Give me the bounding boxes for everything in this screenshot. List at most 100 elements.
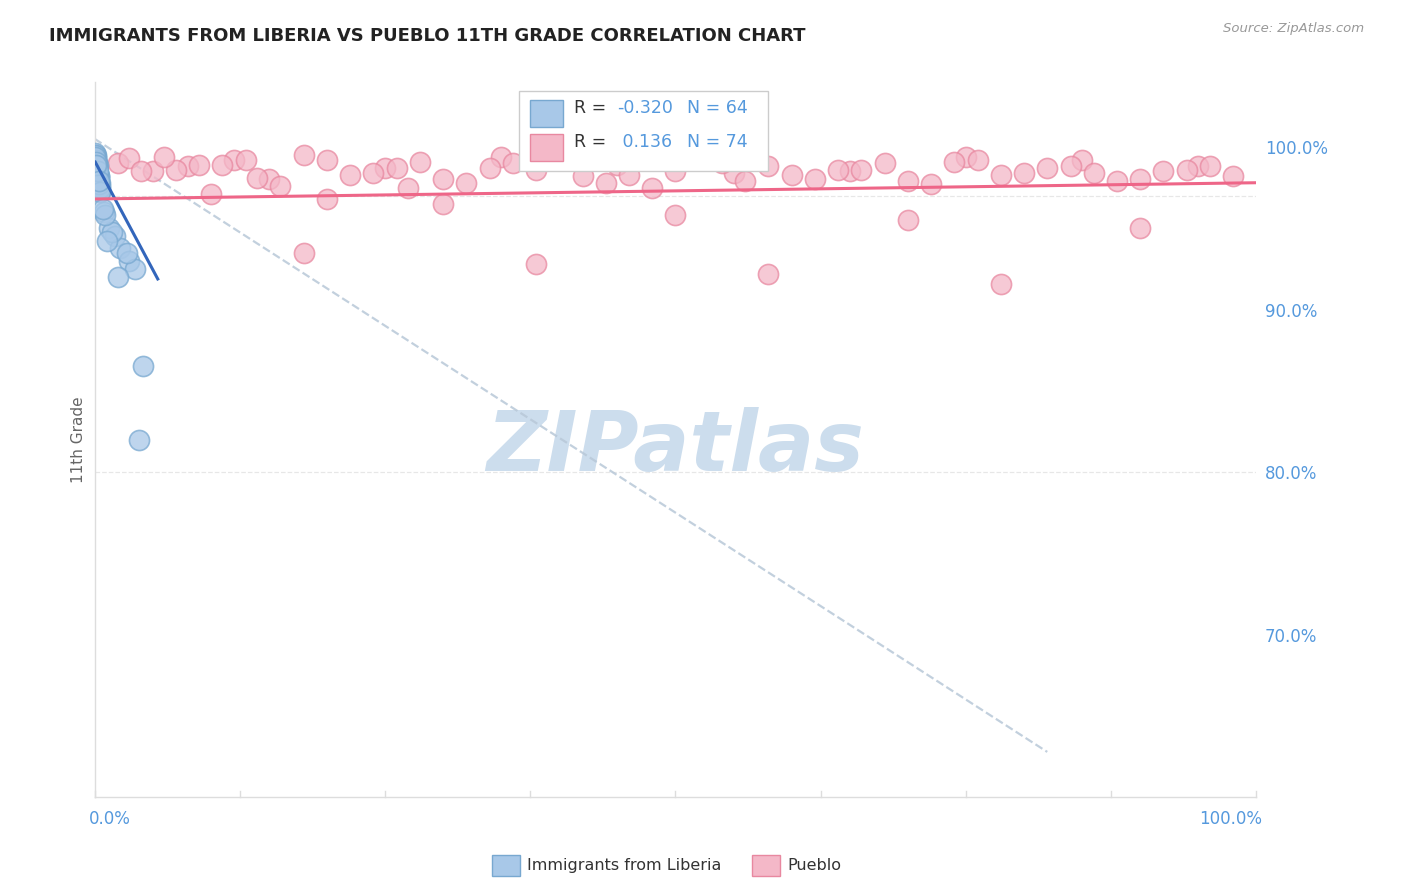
Point xyxy=(571,169,593,184)
Point xyxy=(86,161,108,175)
Point xyxy=(86,160,108,174)
Point xyxy=(89,180,111,194)
Point xyxy=(87,174,110,188)
Point xyxy=(84,152,107,166)
Point xyxy=(710,156,733,170)
Point xyxy=(89,176,111,190)
Point xyxy=(990,277,1012,291)
Point xyxy=(838,164,860,178)
Point xyxy=(176,160,198,174)
Point xyxy=(91,202,114,216)
Point xyxy=(84,150,107,164)
Point xyxy=(385,161,408,175)
Point xyxy=(86,160,108,174)
Point xyxy=(758,160,780,174)
Point xyxy=(257,172,280,186)
Point xyxy=(89,178,111,193)
Point xyxy=(966,153,988,167)
Point xyxy=(89,178,111,192)
FancyBboxPatch shape xyxy=(519,91,769,171)
Point xyxy=(86,153,108,167)
Point xyxy=(432,172,454,186)
Point xyxy=(723,166,745,180)
Point xyxy=(246,170,269,185)
Point xyxy=(316,192,339,206)
Text: -0.320: -0.320 xyxy=(617,99,673,117)
Point xyxy=(316,153,339,167)
Point xyxy=(990,168,1012,182)
Point xyxy=(86,166,108,180)
Point xyxy=(688,152,710,166)
Text: R =: R = xyxy=(575,134,606,152)
Point xyxy=(1012,166,1035,180)
Point xyxy=(101,225,124,239)
Point xyxy=(89,182,111,196)
Point xyxy=(84,152,107,166)
Point xyxy=(89,184,111,198)
Point xyxy=(873,156,896,170)
Text: Source: ZipAtlas.com: Source: ZipAtlas.com xyxy=(1223,22,1364,36)
Point xyxy=(1059,160,1081,174)
Text: 100.0%: 100.0% xyxy=(1199,811,1263,829)
Point xyxy=(827,162,849,177)
Point xyxy=(456,176,478,190)
Point xyxy=(87,172,110,186)
Point xyxy=(1036,161,1059,175)
Point xyxy=(1083,166,1105,180)
Point xyxy=(87,158,110,172)
Point xyxy=(432,197,454,211)
Point xyxy=(269,178,291,193)
Bar xyxy=(530,100,562,127)
Point xyxy=(1071,153,1094,167)
Y-axis label: 11th Grade: 11th Grade xyxy=(72,396,86,483)
Point xyxy=(153,150,176,164)
Point xyxy=(780,168,803,182)
Point xyxy=(87,164,110,178)
Bar xyxy=(530,134,562,161)
Point xyxy=(94,208,117,222)
Point xyxy=(86,160,108,174)
Point xyxy=(374,161,396,175)
Point xyxy=(118,253,141,268)
Point xyxy=(86,148,108,162)
Point xyxy=(86,164,108,178)
Point xyxy=(955,150,977,164)
Point xyxy=(87,174,110,188)
Point xyxy=(1105,174,1128,188)
Point xyxy=(897,213,920,227)
Point xyxy=(363,166,385,180)
Text: 0.0%: 0.0% xyxy=(89,811,131,829)
Point xyxy=(524,162,547,177)
Point xyxy=(84,153,107,167)
Point xyxy=(758,267,780,281)
Point xyxy=(84,154,107,169)
Point xyxy=(97,221,120,235)
Point xyxy=(87,170,110,185)
Point xyxy=(664,208,686,222)
Point xyxy=(124,261,146,276)
Point xyxy=(1129,221,1152,235)
Point xyxy=(87,176,110,190)
Point xyxy=(339,168,361,182)
Point xyxy=(502,156,524,170)
Point xyxy=(142,164,165,178)
Point xyxy=(108,241,131,255)
Point xyxy=(86,170,108,185)
Point xyxy=(86,161,108,175)
Point xyxy=(292,245,315,260)
Point xyxy=(86,158,108,172)
Point xyxy=(86,154,108,169)
Point xyxy=(617,168,640,182)
Point xyxy=(200,187,222,202)
Point xyxy=(87,172,110,186)
Point xyxy=(86,162,108,177)
Point xyxy=(489,150,512,164)
Point xyxy=(84,146,107,161)
Text: R =: R = xyxy=(575,99,606,117)
Point xyxy=(804,172,827,186)
Point xyxy=(86,164,108,178)
Text: ZIPatlas: ZIPatlas xyxy=(486,408,865,488)
Point xyxy=(87,169,110,184)
Point xyxy=(107,270,129,285)
Point xyxy=(84,148,107,162)
